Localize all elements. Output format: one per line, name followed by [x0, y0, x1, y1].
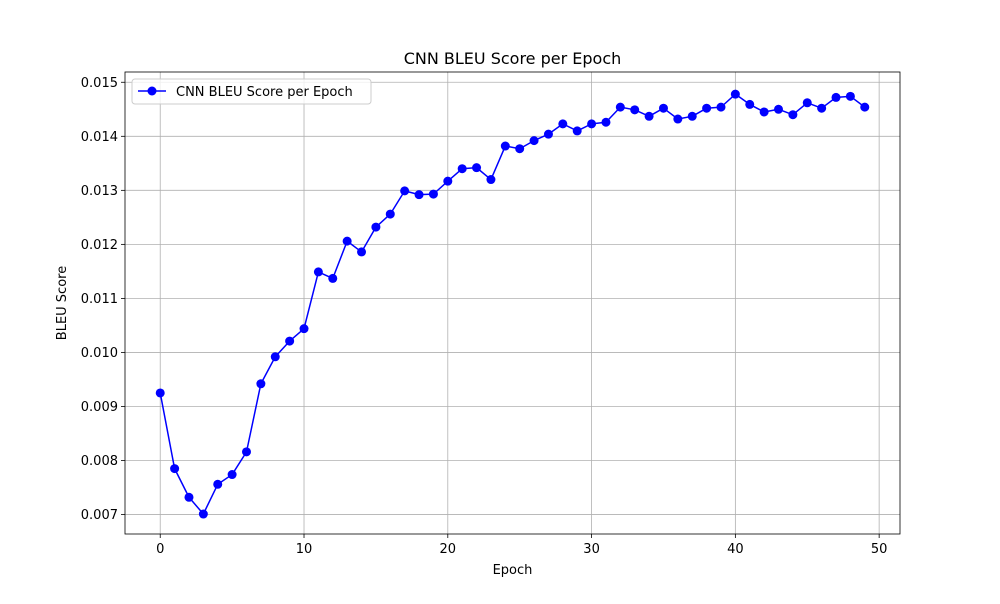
- data-point: [788, 110, 798, 120]
- data-point: [357, 247, 367, 257]
- data-point: [529, 136, 539, 146]
- y-tick-label: 0.009: [81, 400, 118, 415]
- data-point: [184, 492, 194, 502]
- y-tick-label: 0.007: [81, 508, 118, 523]
- data-point: [860, 102, 870, 112]
- data-point: [457, 164, 467, 174]
- legend-marker-swatch: [147, 86, 157, 96]
- y-tick-label: 0.011: [81, 292, 118, 307]
- data-point: [486, 175, 496, 185]
- legend-entry-label: CNN BLEU Score per Epoch: [176, 85, 353, 100]
- data-point: [845, 91, 855, 101]
- y-tick-label: 0.014: [81, 130, 118, 145]
- data-point: [615, 102, 625, 112]
- x-tick-label: 20: [440, 542, 457, 557]
- data-point: [328, 273, 338, 283]
- chart-title: CNN BLEU Score per Epoch: [404, 49, 622, 68]
- y-axis-label: BLEU Score: [55, 266, 70, 340]
- data-point: [774, 104, 784, 114]
- y-tick-label: 0.008: [81, 454, 118, 469]
- data-point: [658, 103, 668, 113]
- y-tick-label: 0.013: [81, 184, 118, 199]
- data-point: [730, 89, 740, 99]
- x-axis-label: Epoch: [493, 563, 533, 578]
- data-point: [285, 336, 295, 346]
- y-tick-label: 0.015: [81, 76, 118, 91]
- data-point: [515, 144, 525, 154]
- data-point: [313, 267, 323, 277]
- data-point: [745, 99, 755, 109]
- data-point: [831, 92, 841, 102]
- data-point: [155, 388, 165, 398]
- data-point: [673, 114, 683, 124]
- data-point: [198, 509, 208, 519]
- plot-frame: [124, 71, 901, 535]
- data-point: [342, 236, 352, 246]
- data-point: [702, 103, 712, 113]
- data-point: [256, 379, 266, 389]
- x-tick-label: 10: [296, 542, 313, 557]
- x-tick-label: 0: [156, 542, 164, 557]
- data-point: [817, 103, 827, 113]
- data-point: [472, 163, 482, 173]
- data-point: [170, 464, 180, 474]
- data-point: [443, 176, 453, 186]
- legend: CNN BLEU Score per Epoch: [131, 78, 372, 105]
- data-point: [371, 222, 381, 232]
- data-point: [601, 117, 611, 127]
- x-tick-label: 30: [583, 542, 600, 557]
- data-point: [558, 119, 568, 129]
- data-point: [227, 470, 237, 480]
- data-point: [759, 107, 769, 117]
- axis-ticks: 0 10 20 30 40 50 0.007 0.008 0.009 0.010 0.011 0.01…: [81, 76, 888, 557]
- data-point: [543, 129, 553, 139]
- y-tick-label: 0.010: [81, 346, 118, 361]
- data-point: [400, 186, 410, 196]
- data-point: [716, 102, 726, 112]
- data-point: [270, 352, 280, 362]
- data-point: [630, 105, 640, 115]
- data-point: [687, 111, 697, 121]
- data-point: [500, 141, 510, 151]
- data-series: [155, 89, 870, 519]
- data-point: [644, 111, 654, 121]
- x-tick-label: 40: [727, 542, 744, 557]
- data-point: [385, 209, 395, 219]
- y-tick-label: 0.012: [81, 238, 118, 253]
- data-point: [414, 190, 424, 200]
- x-tick-label: 50: [871, 542, 888, 557]
- grid-lines: [125, 72, 900, 534]
- data-point: [213, 479, 223, 489]
- data-point: [587, 119, 597, 129]
- legend-box: [131, 78, 372, 105]
- data-point: [241, 447, 251, 457]
- data-point: [299, 324, 309, 334]
- data-point: [428, 189, 438, 199]
- data-point: [572, 126, 582, 136]
- data-point: [802, 98, 812, 108]
